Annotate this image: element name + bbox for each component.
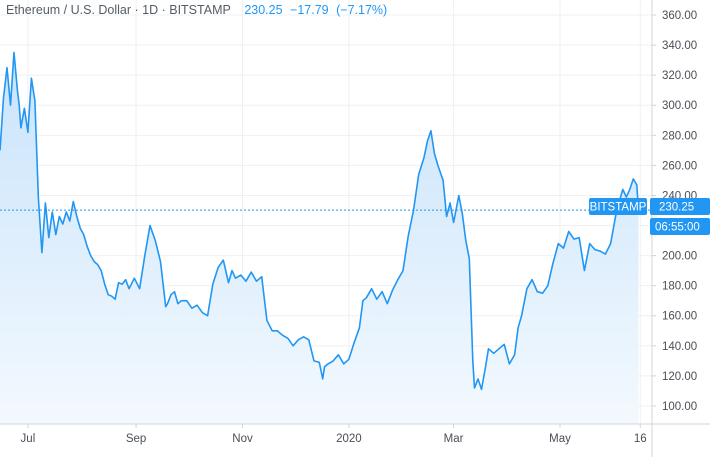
last-price-tag-label: 230.25: [659, 202, 694, 214]
y-tick-label: 100.00: [662, 401, 697, 413]
x-tick-label: Mar: [444, 433, 464, 445]
x-tick-label: 2020: [336, 433, 362, 445]
chart-header: Ethereum / U.S. Dollar · 1D · BITSTAMP 2…: [6, 3, 391, 17]
price-line: [0, 51, 640, 391]
exchange-tag-label: BITSTAMP: [590, 202, 647, 214]
y-tick-label: 360.00: [662, 10, 697, 22]
x-tick-label: Jul: [21, 433, 36, 445]
last-price-value: 230.25: [244, 3, 283, 17]
x-axis-ticks: Jul Sep Nov 2020 Mar May 16: [21, 424, 647, 445]
last-price-tag: 230.25: [650, 198, 710, 215]
x-tick-label: May: [549, 433, 571, 445]
y-tick-label: 160.00: [662, 311, 697, 323]
y-tick-label: 320.00: [662, 70, 697, 82]
y-tick-label: 140.00: [662, 341, 697, 353]
countdown-tag: 06:55:00: [650, 218, 710, 235]
symbol-title: Ethereum / U.S. Dollar · 1D · BITSTAMP: [6, 3, 231, 17]
price-area-fill: [0, 52, 639, 424]
y-tick-label: 280.00: [662, 130, 697, 142]
exchange-tag: BITSTAMP: [589, 198, 647, 215]
y-tick-label: 340.00: [662, 40, 697, 52]
price-change-percent: (−7.17%): [336, 3, 388, 17]
chart-grid: [0, 0, 652, 424]
x-tick-label: 16: [634, 433, 647, 445]
y-tick-label: 260.00: [662, 160, 697, 172]
y-tick-label: 180.00: [662, 281, 697, 293]
price-change-value: −17.79: [290, 3, 329, 17]
y-tick-label: 120.00: [662, 371, 697, 383]
x-tick-label: Sep: [126, 433, 146, 445]
countdown-tag-label: 06:55:00: [655, 222, 700, 234]
x-tick-label: Nov: [232, 433, 253, 445]
y-tick-label: 200.00: [662, 251, 697, 263]
y-tick-label: 300.00: [662, 100, 697, 112]
